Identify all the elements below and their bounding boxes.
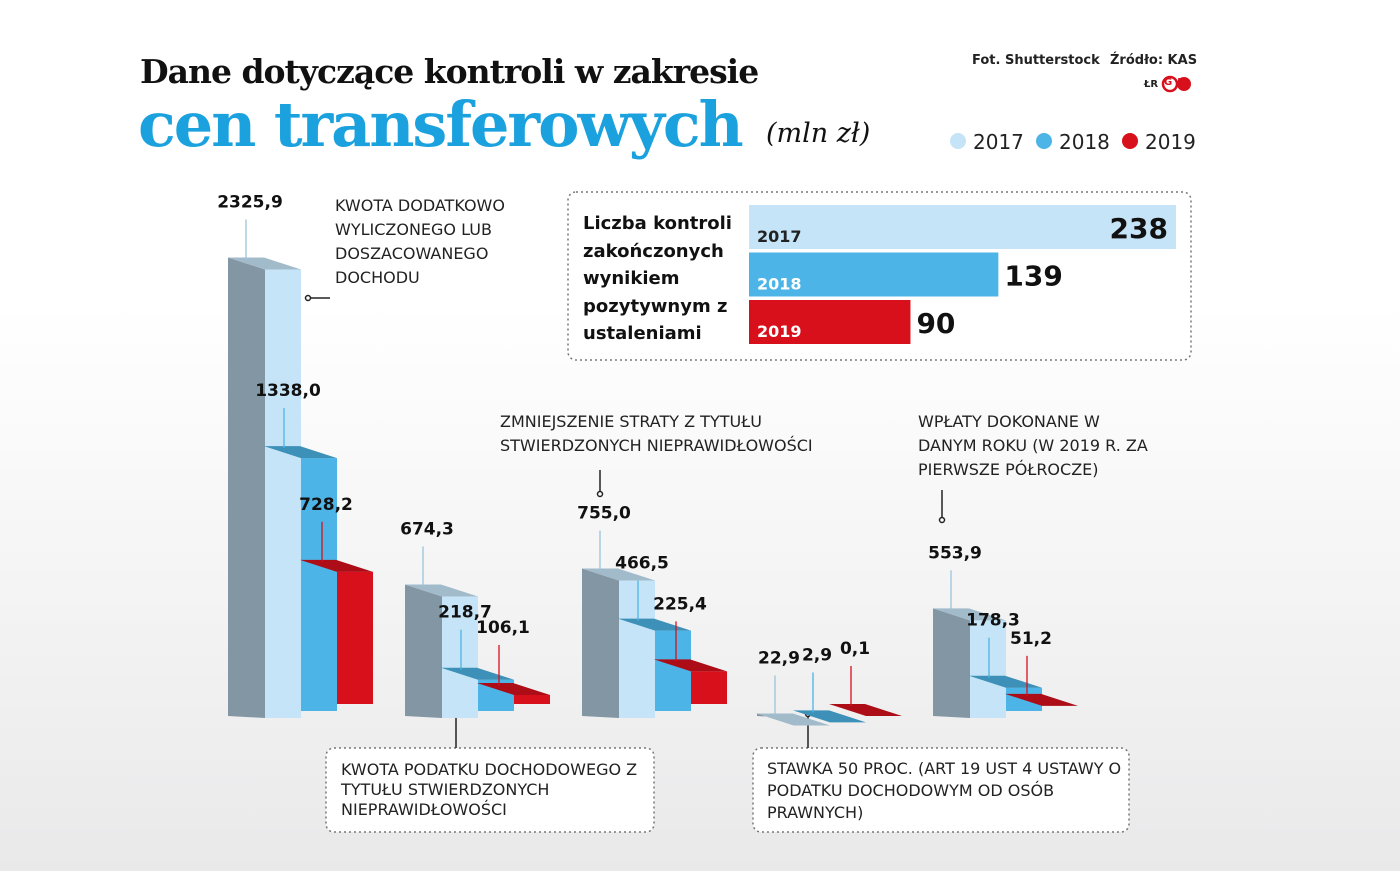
bar-front [265, 269, 301, 718]
group-label: KWOTA PODATKU DOCHODOWEGO Z TYTUŁU STWIE… [341, 760, 638, 819]
value-label: 139 [1004, 260, 1062, 293]
author: ŁR [1144, 79, 1159, 90]
bar-side [933, 608, 970, 718]
value-label: 1338,0 [255, 381, 321, 401]
bar-top [969, 675, 1042, 688]
bar-3d [757, 713, 830, 726]
bar-front [655, 630, 691, 711]
leader-dot [938, 516, 946, 524]
group-label: ZMNIEJSZENIE STRATY Z TYTUŁU STWIERDZONY… [500, 412, 813, 455]
bar-3d [618, 618, 691, 711]
bar-3d [477, 682, 550, 704]
category-label: 2017 [757, 227, 802, 246]
legend-swatch [950, 133, 966, 149]
bar-side [228, 257, 265, 718]
group-label: WPŁATY DOKONANE W DANYM ROKU (W 2019 R. … [918, 412, 1148, 479]
bar-3d [1005, 693, 1078, 706]
legend-label: 2018 [1059, 130, 1110, 154]
bar-side [582, 568, 619, 718]
category-label: 2018 [757, 275, 802, 294]
bar-top [405, 584, 478, 597]
hbar-title: Liczba kontroli zakończonych wynikiem po… [583, 213, 732, 344]
bar-front [970, 620, 1006, 718]
bar-front [514, 694, 550, 704]
value-label: 674,3 [400, 519, 454, 539]
bar-side [405, 584, 442, 718]
title: Dane dotyczące kontroli w zakresie [140, 52, 759, 91]
category-label: 2019 [757, 322, 802, 341]
bar [749, 205, 1176, 249]
note-box [752, 747, 1130, 833]
bar-top [477, 682, 550, 695]
value-label: 2325,9 [217, 192, 283, 212]
bar-top [757, 713, 830, 726]
bar-front [619, 580, 655, 718]
value-label: 178,3 [966, 611, 1020, 631]
value-label: 218,7 [438, 603, 492, 623]
value-label: 0,1 [840, 639, 870, 659]
bar-3d [829, 703, 902, 716]
legend-label: 2017 [973, 130, 1024, 154]
legend-swatch [1036, 133, 1052, 149]
bar-top [793, 710, 866, 723]
bar-top [264, 446, 337, 459]
value-label: 755,0 [577, 504, 631, 524]
subtitle: cen transferowych [138, 88, 744, 161]
photo-credit: Fot. Shutterstock [972, 53, 1100, 68]
value-label: 238 [1110, 212, 1168, 245]
bar [749, 300, 911, 344]
bar-top [829, 703, 902, 716]
group-label: STAWKA 50 PROC. (ART 19 UST 4 USTAWY O P… [767, 759, 1122, 822]
legend-label: 2019 [1145, 130, 1196, 154]
value-label: 106,1 [476, 618, 530, 638]
unit: (mln zł) [766, 118, 871, 149]
bar-top [582, 568, 655, 581]
group-label: KWOTA DODATKOWO WYLICZONEGO LUB DOSZACOW… [335, 196, 505, 287]
source: Źródło: KAS [1110, 53, 1198, 68]
bar [749, 252, 999, 297]
bar-3d [228, 257, 301, 718]
logo-ring [1177, 77, 1191, 91]
bar-top [300, 559, 373, 572]
bar-3d [654, 659, 727, 704]
bar-3d [405, 584, 478, 718]
bar-front [442, 596, 478, 718]
value-label: 225,4 [653, 594, 707, 614]
logo: GP [1164, 77, 1190, 88]
bar-3d [300, 559, 373, 704]
bar-top [654, 659, 727, 672]
value-label: 51,2 [1010, 629, 1052, 649]
bar-3d [933, 608, 1006, 718]
bar-top [228, 257, 301, 270]
value-label: 90 [916, 307, 955, 340]
value-label: 553,9 [928, 543, 982, 563]
bar-front [691, 671, 727, 704]
value-label: 728,2 [299, 495, 353, 515]
bar-top [441, 667, 514, 680]
bar-top [1005, 693, 1078, 706]
bar-top [933, 608, 1006, 621]
leader-dot [304, 294, 312, 302]
bar-front [301, 458, 337, 711]
bar-3d [582, 568, 655, 718]
bar-top [618, 618, 691, 631]
bar-front [337, 571, 373, 704]
value-label: 2,9 [802, 645, 832, 665]
leader-dot [596, 490, 604, 498]
legend-swatch [1122, 133, 1138, 149]
note-box [325, 747, 655, 833]
value-label: 466,5 [615, 554, 669, 574]
bar-3d [793, 710, 866, 723]
bar-3d [264, 446, 337, 711]
value-label: 22,9 [758, 648, 800, 668]
